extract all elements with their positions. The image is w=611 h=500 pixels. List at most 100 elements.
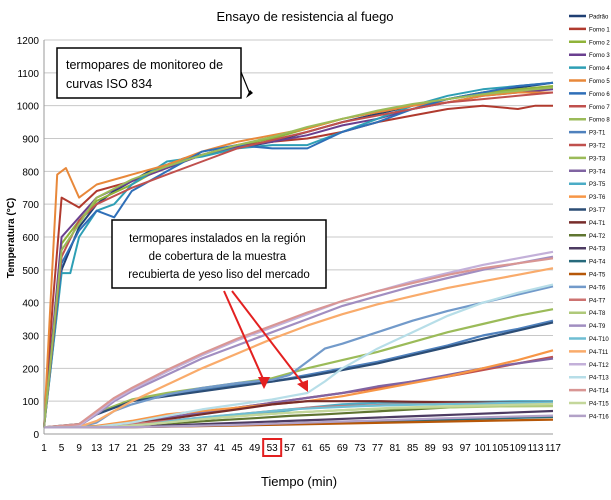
legend-label: Forno 1 [589,27,610,33]
y-tick-label: 800 [22,167,39,178]
legend-label: P3-T7 [589,208,606,214]
x-tick-label: 101 [474,443,491,454]
legend-label: P3-T2 [589,144,606,150]
x-tick-label: 1 [41,443,47,454]
x-tick-label: 69 [337,443,349,454]
x-tick-label: 45 [232,443,244,454]
series-line-p4-t13 [43,283,554,429]
y-tick-label: 500 [22,266,39,277]
y-tick-label: 100 [22,397,39,408]
legend-label: P4-T1 [589,221,606,227]
x-tick-label: 105 [492,443,509,454]
y-tick-label: 1100 [17,69,39,80]
legend-label: P4-T13 [589,376,609,382]
x-tick-label: 53 [267,443,279,454]
legend-label: P4-T16 [589,414,609,420]
series-line-p3-t7 [43,321,554,429]
x-tick-label: 61 [302,443,314,454]
series-layer [43,81,554,429]
y-tick-label: 0 [33,430,39,441]
annotation-gypsum-text: termopares instalados en la región de co… [128,233,310,281]
x-tick-label: 57 [284,443,296,454]
y-tick-label: 200 [22,364,39,375]
x-tick-label: 29 [161,443,173,454]
x-tick-label: 65 [319,443,331,454]
series-line-p3-t3 [43,308,554,429]
series-line-p4-t16 [43,414,554,429]
y-tick-label: 600 [22,233,39,244]
annotation-iso834-box: termopares de monitoreo de curvas ISO 83… [56,47,253,99]
series-line-p4-t14 [43,257,554,429]
legend-label: P4-T6 [589,285,606,291]
legend-label: Forno 3 [589,53,610,59]
x-tick-label: 89 [425,443,437,454]
legend-label: P4-T12 [589,363,609,369]
x-tick-label: 97 [460,443,472,454]
x-tick-label: 109 [510,443,527,454]
x-tick-label: 113 [527,443,543,454]
y-tick-label: 1000 [17,102,40,113]
x-tick-label: 9 [76,443,82,454]
y-tick-label: 300 [22,332,39,343]
y-tick-label: 700 [22,200,39,211]
series-line-p4-t12 [43,250,554,429]
series-line-p4-t15 [43,402,554,429]
x-tick-label: 85 [407,443,419,454]
x-tick-highlight-box [262,438,283,457]
annotation-gypsum-arrow-1 [223,290,265,382]
legend-label: P4-T15 [589,402,609,408]
x-tick-label: 21 [126,443,138,454]
series-line-p4-t11 [43,267,554,429]
x-tick-label: 25 [144,443,156,454]
legend-label: P3-T4 [589,169,606,175]
legend-label: P4-T7 [589,298,606,304]
x-tick-label: 13 [91,443,103,454]
legend-label: Forno 2 [589,40,610,46]
annotation-gypsum-arrow-2 [231,290,305,386]
legend-label: P4-T2 [589,234,606,240]
series-line-forno-7 [43,91,554,428]
annotation-iso834-arrow [240,71,251,95]
x-tick-label: 17 [109,443,121,454]
annotation-iso834-text: termopares de monitoreo de curvas ISO 83… [66,58,227,91]
legend-label: P4-T9 [589,324,606,330]
legend-label: P4-T14 [589,389,609,395]
legend-label: P3-T1 [589,131,606,137]
annotation-iso834-arrowhead [246,90,253,98]
series-line-p4-t9 [43,255,554,429]
y-tick-label: 400 [22,299,39,310]
x-tick-label: 33 [179,443,191,454]
x-tick-label: 41 [214,443,226,454]
legend-label: P4-T5 [589,273,606,279]
x-tick-label: 117 [545,443,561,454]
series-line-forno-8 [43,86,554,428]
chart-title: Ensayo de resistencia al fuego [216,9,393,24]
legend-label: P3-T5 [589,182,606,188]
annotation-gypsum-arrowhead-2 [297,380,308,392]
legend-label: Forno 5 [589,79,610,85]
x-tick-label: 37 [196,443,208,454]
axis-layer: 0 100 200 300 400 500 600 700 800 900 1000 1100 1200… [17,36,561,457]
y-axis-label: Temperatura (°C) [6,198,17,279]
legend-label: P4-T4 [589,260,606,266]
legend-label: Forno 4 [589,66,610,72]
x-tick-label: 49 [249,443,261,454]
y-tick-label: 900 [22,135,39,146]
legend-label: Forno 6 [589,92,610,98]
x-tick-label: 77 [372,443,384,454]
x-tick-label: 73 [354,443,366,454]
legend-label: Forno 8 [589,118,610,124]
y-tick-label: 1200 [17,36,40,47]
legend-label: Padrão [589,15,609,21]
annotation-gypsum-arrowhead-1 [258,377,270,389]
x-tick-label: 81 [389,443,401,454]
x-axis-label: Tiempo (min) [261,474,337,489]
legend-label: P4-T11 [589,350,609,356]
legend-label: P4-T3 [589,247,606,253]
legend-label: P4-T10 [589,337,609,343]
legend-label: P4-T8 [589,311,606,317]
x-tick-label: 5 [59,443,65,454]
legend-label: Forno 7 [589,105,610,111]
